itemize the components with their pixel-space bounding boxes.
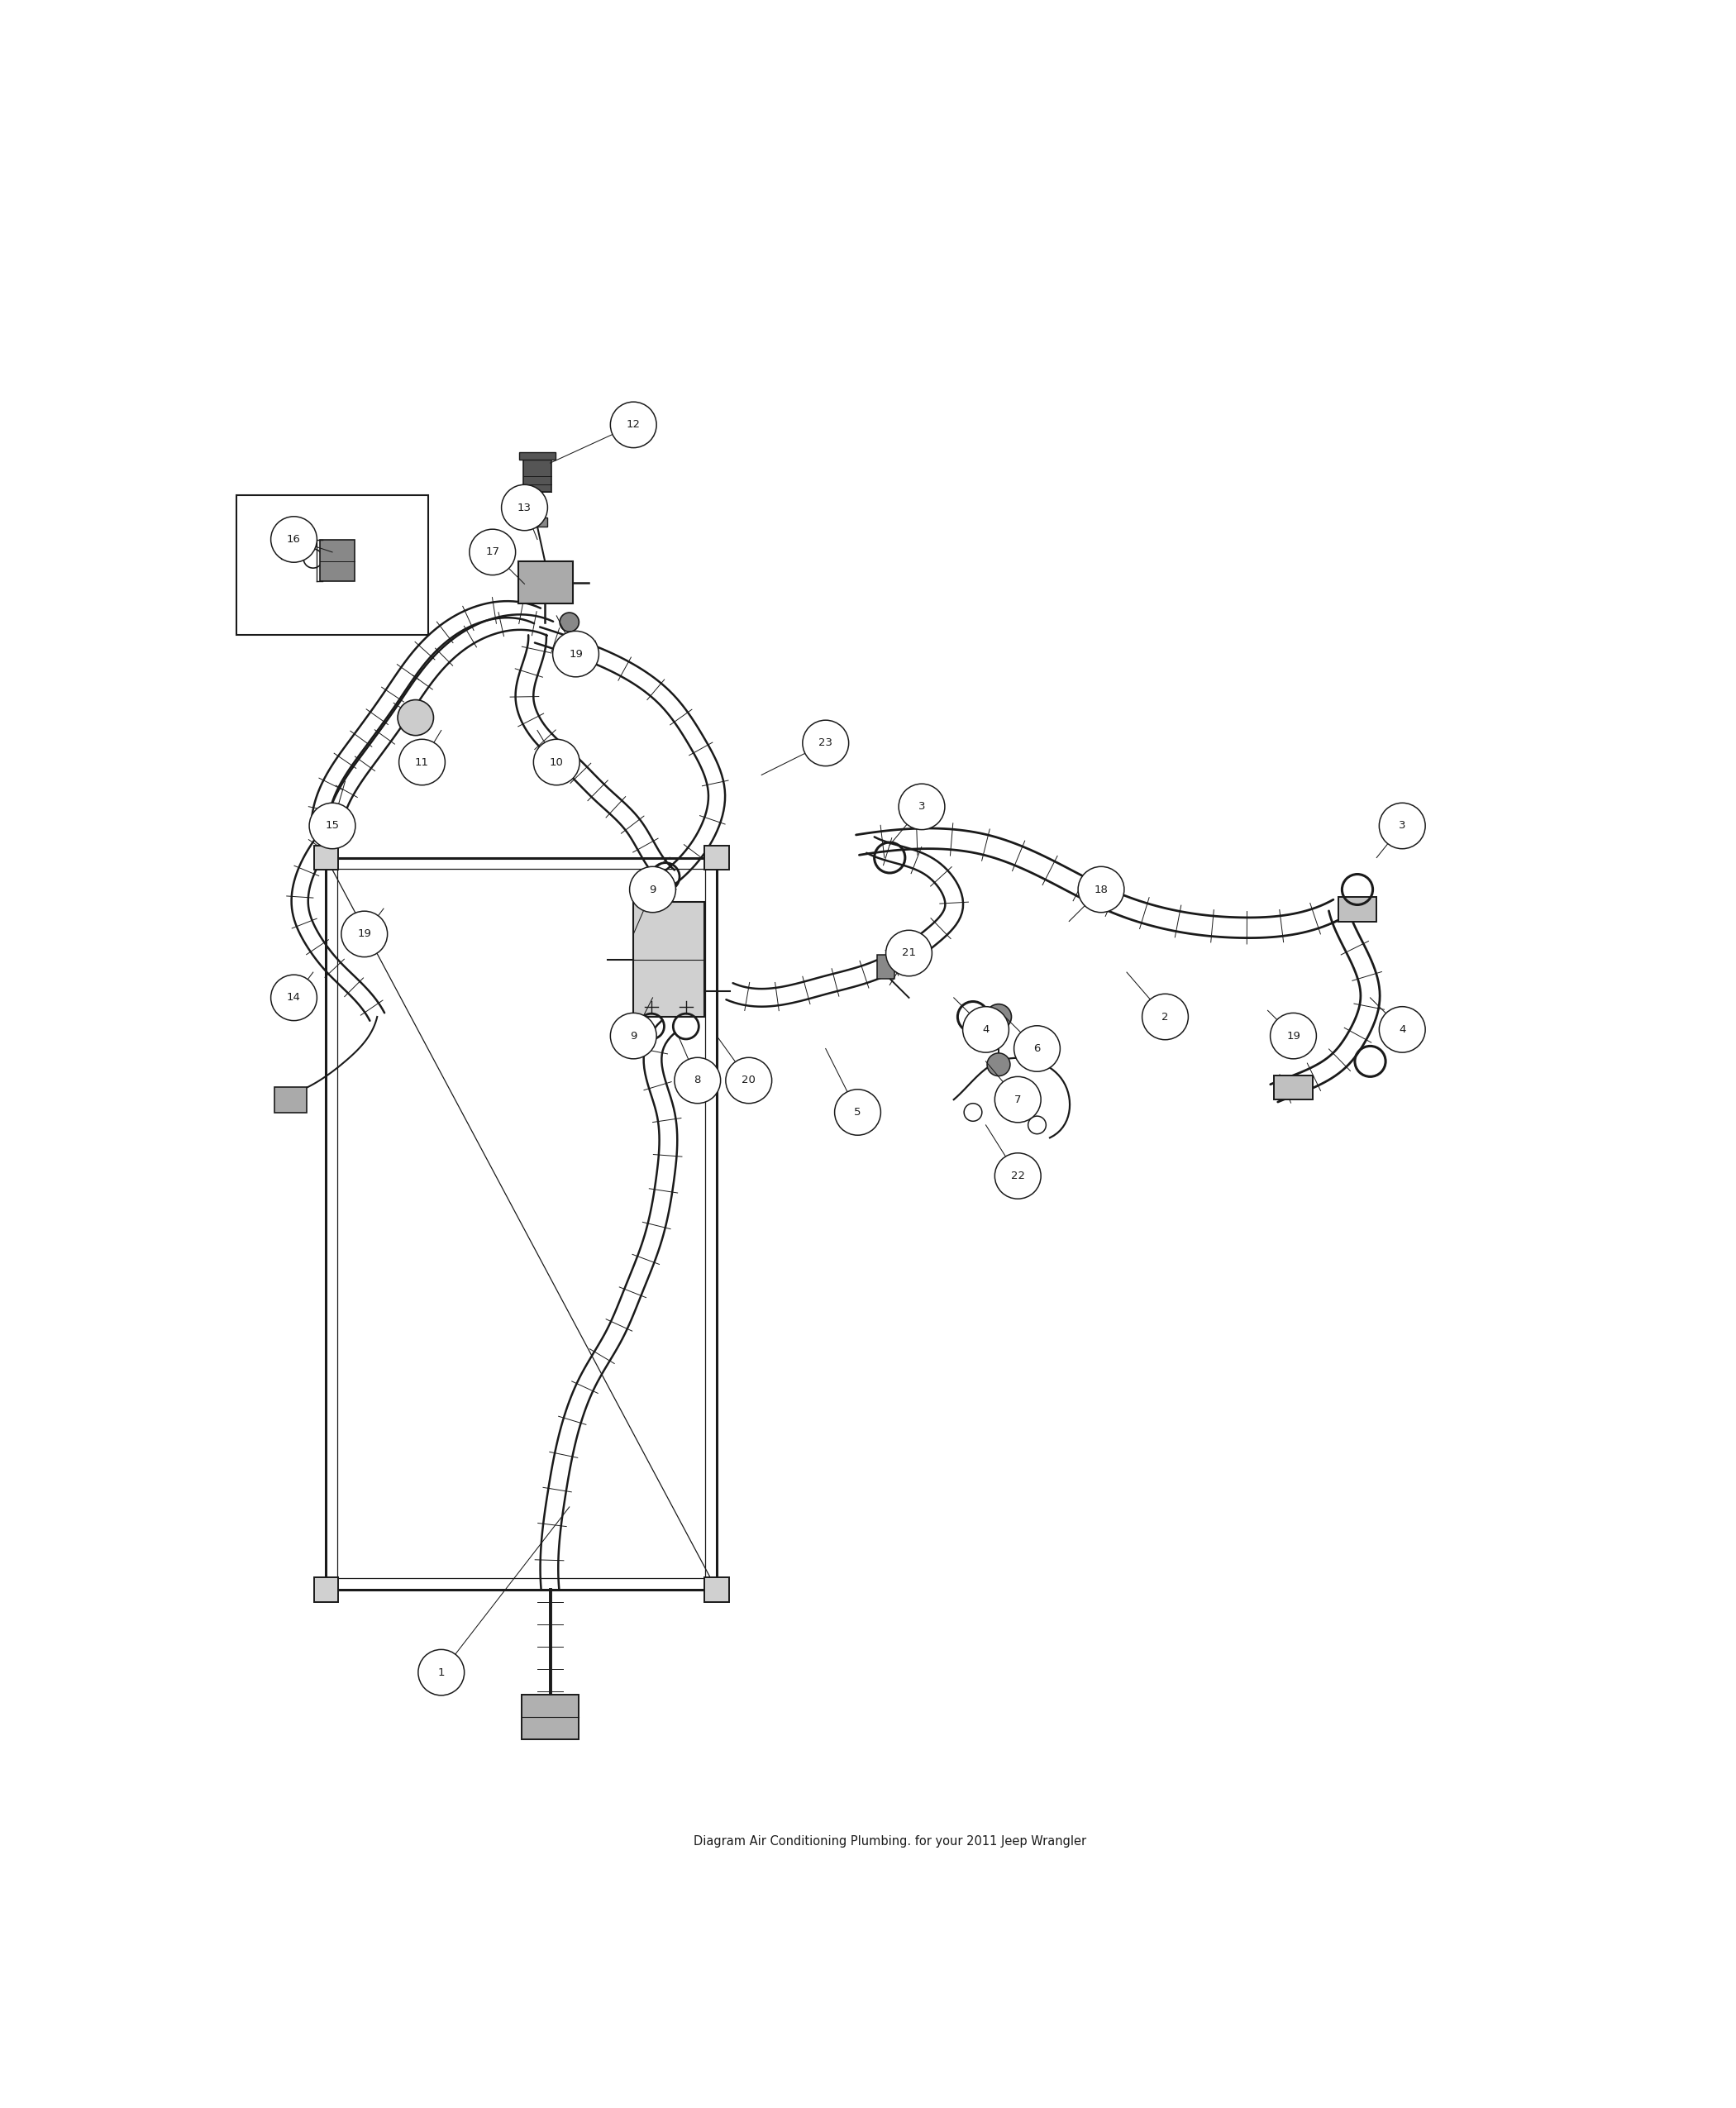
Circle shape	[1014, 1027, 1061, 1071]
Bar	[319, 540, 354, 582]
Text: 12: 12	[627, 419, 641, 430]
Text: 5: 5	[854, 1107, 861, 1117]
Circle shape	[559, 613, 580, 632]
Circle shape	[995, 1077, 1042, 1121]
Bar	[705, 845, 729, 871]
Text: 16: 16	[286, 533, 300, 544]
Circle shape	[469, 529, 516, 575]
Text: 14: 14	[286, 993, 300, 1003]
Circle shape	[630, 866, 675, 913]
Circle shape	[674, 1058, 720, 1102]
Circle shape	[611, 403, 656, 447]
Text: 3: 3	[918, 801, 925, 812]
Text: 6: 6	[1033, 1043, 1040, 1054]
Text: 3: 3	[1399, 820, 1406, 831]
Text: 11: 11	[415, 757, 429, 767]
Bar	[523, 460, 552, 491]
Circle shape	[398, 700, 434, 736]
Circle shape	[304, 548, 323, 567]
Bar	[1274, 1075, 1312, 1100]
Bar	[1338, 898, 1377, 921]
Circle shape	[533, 740, 580, 784]
Text: 4: 4	[1399, 1024, 1406, 1035]
Bar	[236, 495, 429, 635]
Bar	[705, 1577, 729, 1602]
Circle shape	[995, 1153, 1042, 1199]
Text: 7: 7	[1014, 1094, 1021, 1105]
Bar	[314, 845, 339, 871]
Circle shape	[1142, 993, 1187, 1039]
Circle shape	[986, 1003, 1012, 1029]
Circle shape	[309, 803, 356, 850]
Bar	[528, 516, 547, 527]
Circle shape	[1271, 1014, 1316, 1058]
Text: 19: 19	[1286, 1031, 1300, 1041]
Circle shape	[726, 1058, 773, 1102]
Circle shape	[342, 911, 387, 957]
Text: 10: 10	[550, 757, 564, 767]
Text: 22: 22	[1010, 1170, 1024, 1180]
Text: 19: 19	[358, 930, 372, 940]
Text: 1: 1	[437, 1667, 444, 1678]
Circle shape	[1078, 866, 1125, 913]
Text: 18: 18	[1094, 883, 1108, 896]
Text: 9: 9	[630, 1031, 637, 1041]
Circle shape	[988, 1054, 1010, 1075]
Circle shape	[399, 740, 444, 784]
Circle shape	[802, 721, 849, 765]
Text: 20: 20	[741, 1075, 755, 1086]
Circle shape	[885, 930, 932, 976]
Bar	[521, 1695, 580, 1739]
Text: 21: 21	[903, 949, 917, 959]
Bar	[274, 1088, 307, 1113]
Text: 4: 4	[983, 1024, 990, 1035]
Text: 2: 2	[1161, 1012, 1168, 1022]
Circle shape	[502, 485, 547, 531]
Bar	[517, 561, 573, 603]
Circle shape	[418, 1651, 464, 1695]
Circle shape	[552, 630, 599, 677]
Bar	[877, 955, 894, 978]
Circle shape	[899, 784, 944, 831]
Circle shape	[1378, 1008, 1425, 1052]
Text: 19: 19	[569, 649, 583, 660]
Text: Diagram Air Conditioning Plumbing. for your 2011 Jeep Wrangler: Diagram Air Conditioning Plumbing. for y…	[693, 1834, 1087, 1847]
Bar	[634, 902, 703, 1016]
Text: 15: 15	[325, 820, 339, 831]
Text: 17: 17	[486, 546, 500, 557]
Text: 23: 23	[819, 738, 833, 748]
Text: 13: 13	[517, 502, 531, 512]
Text: 9: 9	[649, 883, 656, 896]
Circle shape	[271, 974, 318, 1020]
Circle shape	[835, 1090, 880, 1136]
Bar	[519, 453, 556, 460]
Circle shape	[963, 1008, 1009, 1052]
Circle shape	[611, 1014, 656, 1058]
Circle shape	[1378, 803, 1425, 850]
Circle shape	[271, 516, 318, 563]
Bar	[314, 1577, 339, 1602]
Text: 8: 8	[694, 1075, 701, 1086]
